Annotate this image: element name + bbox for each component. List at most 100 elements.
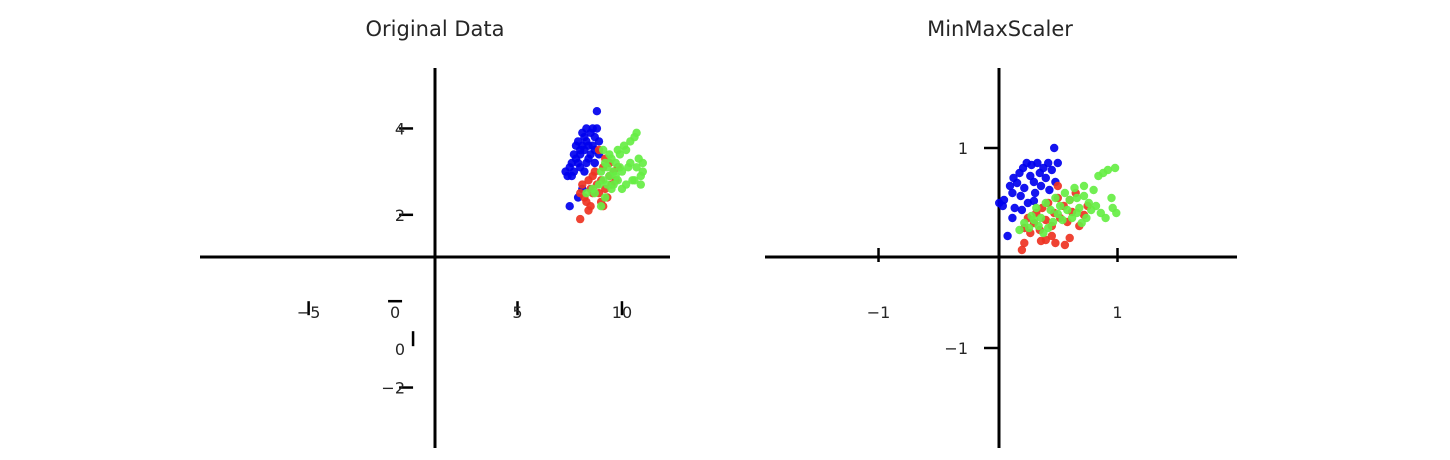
data-point bbox=[1048, 217, 1058, 227]
data-point bbox=[1047, 231, 1057, 241]
data-point bbox=[1070, 183, 1079, 193]
data-point bbox=[1008, 188, 1017, 198]
panel-minmaxscaler: MinMaxScaler −1 1 −1 1 bbox=[765, 17, 1237, 448]
data-point bbox=[1063, 205, 1072, 215]
data-point bbox=[1084, 198, 1094, 208]
data-point bbox=[1058, 215, 1067, 225]
y-tick-label: 1 bbox=[958, 139, 968, 158]
data-point bbox=[1041, 173, 1051, 183]
x-tick-label: −1 bbox=[867, 303, 891, 322]
data-point bbox=[1055, 201, 1065, 211]
data-point bbox=[1096, 208, 1106, 218]
points bbox=[561, 107, 647, 224]
data-point bbox=[1036, 181, 1046, 191]
data-point bbox=[590, 167, 599, 176]
data-point bbox=[601, 193, 610, 202]
data-point bbox=[1077, 218, 1086, 228]
data-point bbox=[582, 158, 591, 168]
data-point bbox=[1029, 196, 1039, 206]
data-point bbox=[1060, 188, 1070, 198]
data-point bbox=[1046, 205, 1055, 215]
data-point bbox=[596, 202, 606, 211]
data-point bbox=[1010, 203, 1019, 213]
data-point bbox=[611, 171, 620, 181]
chart-title: MinMaxScaler bbox=[927, 17, 1073, 41]
data-point bbox=[638, 158, 647, 168]
x-tick-label: 1 bbox=[1112, 303, 1122, 322]
data-point bbox=[594, 137, 604, 146]
data-point bbox=[1012, 178, 1022, 188]
data-point bbox=[592, 124, 602, 133]
data-point bbox=[590, 158, 599, 168]
data-point bbox=[638, 167, 647, 176]
data-point bbox=[1051, 238, 1060, 248]
data-point bbox=[1053, 209, 1063, 219]
data-point bbox=[632, 163, 641, 172]
x-tick-label: 10 bbox=[612, 303, 632, 322]
data-point bbox=[1017, 205, 1027, 215]
data-point bbox=[1029, 215, 1039, 225]
data-point bbox=[1107, 193, 1116, 203]
data-point bbox=[1008, 213, 1017, 223]
data-point bbox=[1112, 208, 1121, 218]
data-point bbox=[1029, 177, 1039, 187]
data-point bbox=[1020, 238, 1029, 248]
ticks: −5 0 5 10 −2 0 2 4 bbox=[297, 119, 632, 397]
data-point bbox=[636, 180, 645, 189]
data-point bbox=[1015, 225, 1024, 235]
data-point bbox=[1005, 181, 1015, 191]
panel-original-data: Original Data −5 0 5 10 −2 0 2 4 bbox=[200, 17, 670, 448]
x-tick-label: 5 bbox=[512, 303, 522, 322]
data-point bbox=[603, 163, 612, 172]
data-point bbox=[1060, 240, 1070, 250]
data-point bbox=[596, 167, 606, 176]
points bbox=[995, 143, 1121, 255]
data-point bbox=[582, 189, 591, 198]
data-point bbox=[592, 107, 602, 116]
data-point bbox=[1050, 143, 1059, 153]
data-point bbox=[1110, 163, 1120, 173]
y-tick-label: −2 bbox=[381, 379, 405, 398]
data-point bbox=[569, 150, 579, 159]
data-point bbox=[578, 180, 587, 189]
data-point bbox=[1047, 165, 1057, 175]
data-point bbox=[1032, 203, 1041, 213]
y-tick-label: 0 bbox=[395, 340, 405, 359]
data-point bbox=[1016, 191, 1025, 201]
x-tick-label: −5 bbox=[297, 303, 321, 322]
data-point bbox=[603, 180, 612, 189]
data-point bbox=[1072, 193, 1082, 203]
y-tick-label: 4 bbox=[395, 119, 405, 138]
ticks: −1 1 −1 1 bbox=[867, 139, 1123, 358]
data-point bbox=[621, 145, 631, 155]
data-point bbox=[1041, 235, 1051, 245]
data-point bbox=[632, 128, 641, 137]
data-point bbox=[1017, 245, 1027, 255]
data-point bbox=[1079, 181, 1089, 191]
data-point bbox=[1033, 158, 1042, 168]
data-point bbox=[565, 202, 574, 211]
data-point bbox=[1065, 195, 1074, 205]
data-point bbox=[1039, 228, 1048, 238]
data-point bbox=[613, 145, 622, 155]
data-point bbox=[1045, 185, 1054, 195]
data-point bbox=[1024, 223, 1034, 233]
data-point bbox=[609, 180, 618, 189]
data-point bbox=[1003, 231, 1012, 241]
data-point bbox=[599, 145, 608, 155]
data-point bbox=[615, 163, 625, 172]
data-point bbox=[1036, 213, 1046, 223]
data-point bbox=[567, 171, 576, 181]
data-point bbox=[999, 195, 1009, 205]
data-point bbox=[621, 180, 631, 189]
y-tick-label: −1 bbox=[944, 339, 968, 358]
data-point bbox=[1089, 185, 1098, 195]
data-point bbox=[1053, 181, 1063, 191]
data-point bbox=[630, 176, 639, 185]
data-point bbox=[605, 150, 614, 159]
data-point bbox=[1020, 183, 1029, 193]
data-point bbox=[626, 158, 635, 168]
data-point bbox=[1087, 205, 1096, 215]
data-point bbox=[576, 214, 585, 224]
